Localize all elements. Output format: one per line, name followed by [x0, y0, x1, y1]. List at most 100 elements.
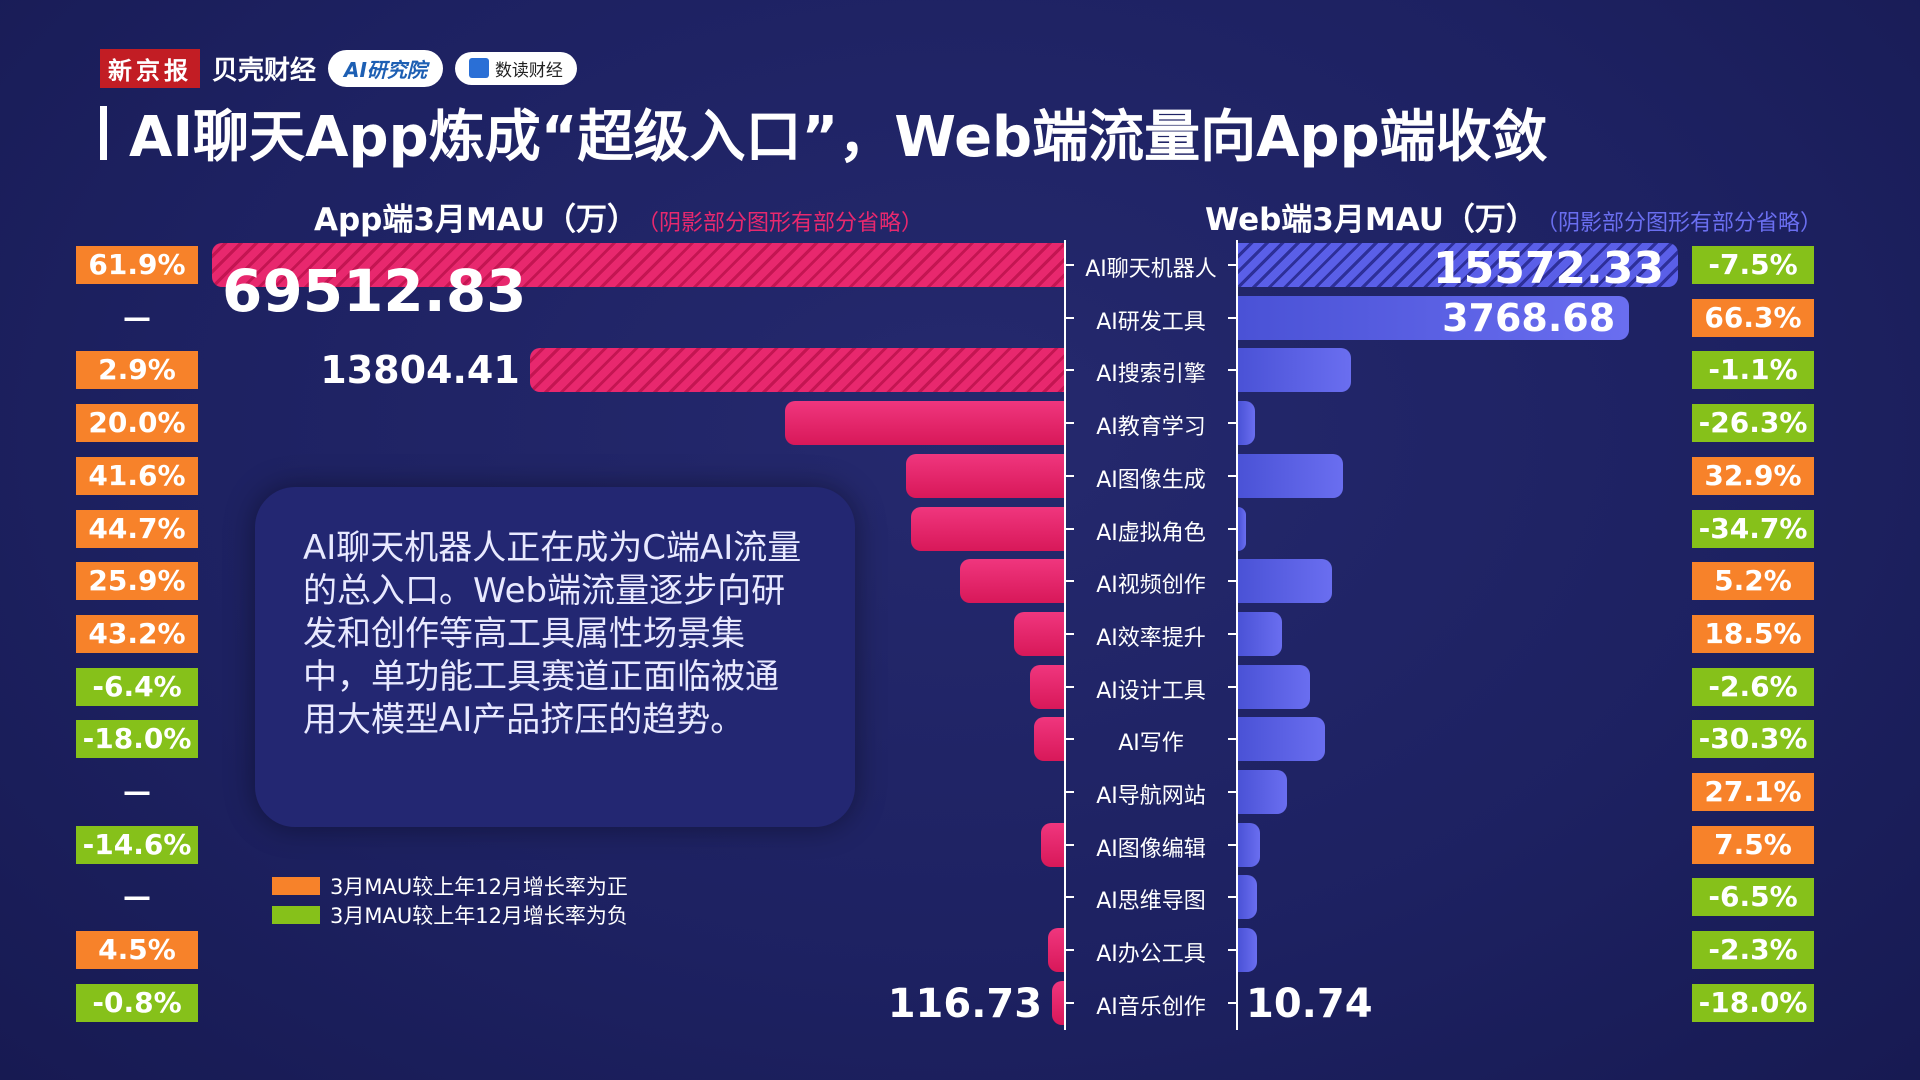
web-bar — [1238, 717, 1325, 762]
shudu-icon — [468, 58, 489, 78]
category-label: AI研发工具 — [1096, 309, 1206, 335]
web-value-label: 10.74 — [1246, 980, 1373, 1027]
tick-left — [1066, 738, 1074, 741]
growth-badge: -18.0% — [1692, 983, 1814, 1022]
growth-badge: — — [123, 300, 151, 334]
title-text: AI聊天App炼成“超级入口”，Web端流量向App端收敛 — [129, 105, 1548, 170]
web-bar — [1238, 453, 1344, 498]
tick-left — [1066, 791, 1074, 793]
growth-badge: 27.1% — [1692, 773, 1814, 811]
tick-left — [1066, 316, 1074, 319]
logo-beike: 贝壳财经 — [212, 55, 317, 86]
page-title: AI聊天App炼成“超级入口”，Web端流量向App端收敛 — [100, 92, 1548, 173]
tick-right — [1228, 632, 1236, 635]
web-value-label: 3768.68 — [1442, 295, 1616, 340]
growth-badge: 18.5% — [1692, 614, 1814, 653]
app-value-label: 69512.83 — [222, 257, 527, 325]
web-bar — [1238, 295, 1630, 340]
growth-badge: 66.3% — [1692, 298, 1814, 337]
app-bar — [529, 348, 1064, 393]
tick-right — [1228, 843, 1236, 846]
tick-right — [1228, 896, 1236, 899]
category-label: AI效率提升 — [1096, 625, 1206, 651]
tick-left — [1066, 896, 1074, 899]
app-bar — [1040, 822, 1064, 867]
category-label: AI搜索引擎 — [1096, 362, 1206, 388]
category-label: AI办公工具 — [1096, 942, 1206, 968]
tick-right — [1228, 316, 1236, 319]
tick-right — [1228, 685, 1236, 688]
web-bar — [1238, 611, 1282, 656]
growth-badge: -14.6% — [76, 825, 198, 864]
category-label: AI虚拟角色 — [1096, 520, 1206, 546]
growth-badge: 61.9% — [76, 246, 198, 284]
category-label: AI视频创作 — [1096, 573, 1206, 599]
chart-row: AI写作 -18.0% -30.3% — [0, 717, 1920, 762]
app-bar — [1052, 980, 1064, 1025]
growth-badge: -6.4% — [76, 667, 198, 706]
web-value-label: 15572.33 — [1432, 243, 1664, 294]
growth-badge: 43.2% — [76, 614, 198, 653]
tick-left — [1066, 474, 1074, 477]
growth-badge: 32.9% — [1692, 456, 1814, 495]
growth-badge: -7.5% — [1692, 246, 1814, 284]
category-label: AI聊天机器人 — [1085, 257, 1217, 282]
category-label: AI音乐创作 — [1096, 994, 1206, 1020]
web-axis — [1236, 240, 1238, 1030]
tick-right — [1228, 949, 1236, 952]
logo-shudu-text: 数读财经 — [494, 60, 563, 81]
title-accent — [100, 105, 107, 160]
tick-right — [1228, 527, 1236, 530]
tick-left — [1066, 949, 1074, 952]
legend-positive: 3月MAU较上年12月增长率为正 — [272, 871, 628, 901]
web-bar — [1238, 770, 1287, 814]
tick-left — [1066, 632, 1074, 635]
web-title: Web端3月MAU（万） — [1205, 202, 1537, 238]
growth-badge: 5.2% — [1692, 562, 1814, 601]
chart-row: AI图像生成 41.6% 32.9% — [0, 453, 1920, 498]
tick-left — [1066, 264, 1074, 266]
tick-left — [1066, 369, 1074, 372]
tick-left — [1066, 843, 1074, 846]
growth-badge: 20.0% — [76, 404, 198, 443]
growth-badge: 4.5% — [76, 931, 198, 970]
app-title: App端3月MAU（万） — [314, 202, 639, 238]
category-label: AI写作 — [1118, 731, 1184, 757]
app-axis — [1064, 240, 1066, 1030]
web-bar — [1238, 559, 1333, 604]
chart-row: AI效率提升 43.2% 18.5% — [0, 611, 1920, 656]
tick-left — [1066, 1001, 1074, 1004]
app-bar — [910, 506, 1064, 551]
app-bar — [1029, 664, 1064, 709]
web-bar — [1238, 506, 1247, 551]
chart-row: AI设计工具 -6.4% -2.6% — [0, 664, 1920, 709]
chart-row: AI办公工具 4.5% -2.3% — [0, 928, 1920, 973]
tick-left — [1066, 580, 1074, 583]
logo-shudu: 数读财经 — [454, 51, 577, 85]
tick-left — [1066, 527, 1074, 530]
growth-badge: -18.0% — [76, 720, 198, 759]
tick-right — [1228, 1001, 1236, 1004]
chart-row: AI聊天机器人 61.9% -7.5% 69512.83 15572.33 — [0, 243, 1920, 325]
app-note: （阴影部分图形有部分省略） — [648, 211, 924, 236]
app-bar — [905, 453, 1064, 498]
web-bar — [1238, 348, 1351, 393]
tick-left — [1066, 422, 1074, 425]
insight-box: AI聊天机器人正在成为C端AI流量的总入口。Web端流量逐步向研发和创作等高工具… — [255, 487, 855, 827]
growth-badge: 44.7% — [76, 509, 198, 548]
legend-label-positive: 3月MAU较上年12月增长率为正 — [330, 875, 628, 899]
chart-row: AI视频创作 25.9% 5.2% — [0, 559, 1920, 604]
chart-row: AI思维导图 — -6.5% — [0, 875, 1920, 920]
tick-left — [1066, 685, 1074, 688]
logo-xinjingbao: 新京报 — [100, 48, 200, 88]
app-value-label: 116.73 — [887, 980, 1043, 1027]
chart-row: AI图像编辑 -14.6% 7.5% — [0, 822, 1920, 867]
category-label: AI设计工具 — [1096, 678, 1206, 704]
tick-right — [1228, 264, 1236, 266]
category-label: AI思维导图 — [1096, 889, 1206, 915]
growth-badge: -0.8% — [76, 983, 198, 1022]
chart-row: AI导航网站 — 27.1% — [0, 770, 1920, 814]
app-bar — [1034, 717, 1064, 762]
app-bar — [784, 401, 1064, 446]
app-bar — [1013, 611, 1064, 656]
